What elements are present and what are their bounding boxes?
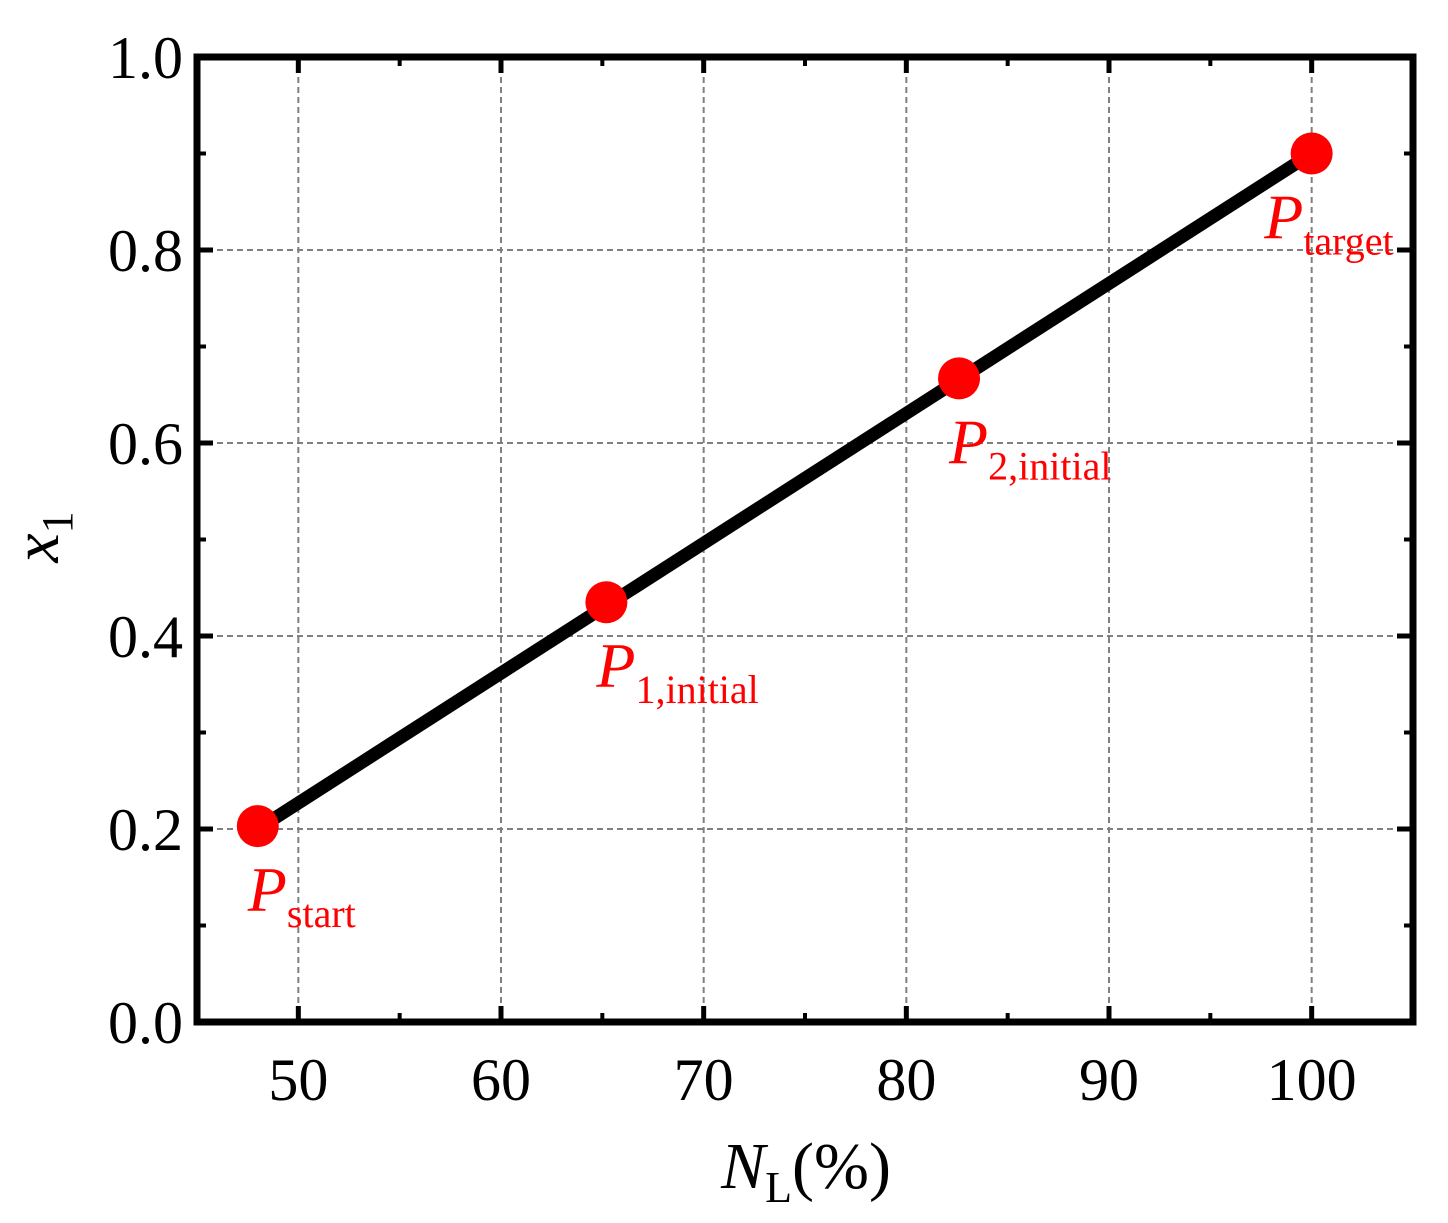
y-tick-label: 0.0 <box>108 990 183 1056</box>
point-label: Pstart <box>247 854 356 936</box>
tick-labels: 50 60 70 80 90 100 0.0 0.2 0.4 0.6 0.8 1.0 <box>108 25 1357 1113</box>
series-line-segment <box>254 148 1316 835</box>
x-axis-title-main: N <box>720 1130 769 1203</box>
point-label-sub: target <box>1303 219 1393 264</box>
point-label-main: P <box>247 854 287 925</box>
point-label: Ptarget <box>1263 182 1393 264</box>
x-axis-title: NL(%) <box>720 1130 891 1212</box>
point-label-sub: 2,initial <box>988 443 1111 488</box>
x-tick-label: 50 <box>268 1047 328 1113</box>
point-label-sub: 1,initial <box>635 667 758 712</box>
point-label-sub: start <box>287 891 356 936</box>
x-tick-label: 80 <box>876 1047 936 1113</box>
y-axis-title-sub: 1 <box>33 511 82 533</box>
data-point-2-initial <box>938 357 981 400</box>
point-label: P1,initial <box>595 630 758 712</box>
point-label-main: P <box>948 406 988 477</box>
data-points <box>236 132 1333 848</box>
point-label-main: P <box>595 630 635 701</box>
x-tick-label: 100 <box>1267 1047 1357 1113</box>
y-tick-label: 0.2 <box>108 797 183 863</box>
x-tick-label: 70 <box>674 1047 734 1113</box>
data-point-target <box>1290 132 1333 175</box>
y-axis-title-main: x <box>0 533 73 563</box>
y-tick-label: 0.4 <box>108 604 183 670</box>
x-axis-title-suffix: (%) <box>792 1130 891 1203</box>
data-point-start <box>236 805 279 848</box>
x-axis-title-sub: L <box>765 1163 792 1212</box>
point-label: P2,initial <box>948 406 1111 488</box>
y-axis-title: x1 <box>0 511 82 563</box>
data-point-1-initial <box>585 581 628 624</box>
grid-lines <box>197 57 1413 1022</box>
series-line <box>254 148 1316 835</box>
y-tick-label: 0.6 <box>108 411 183 477</box>
y-tick-label: 0.8 <box>108 218 183 284</box>
y-tick-label: 1.0 <box>108 25 183 91</box>
axis-ticks <box>197 54 1415 1025</box>
x-tick-label: 90 <box>1079 1047 1139 1113</box>
x-tick-label: 60 <box>471 1047 531 1113</box>
point-label-main: P <box>1263 182 1303 253</box>
